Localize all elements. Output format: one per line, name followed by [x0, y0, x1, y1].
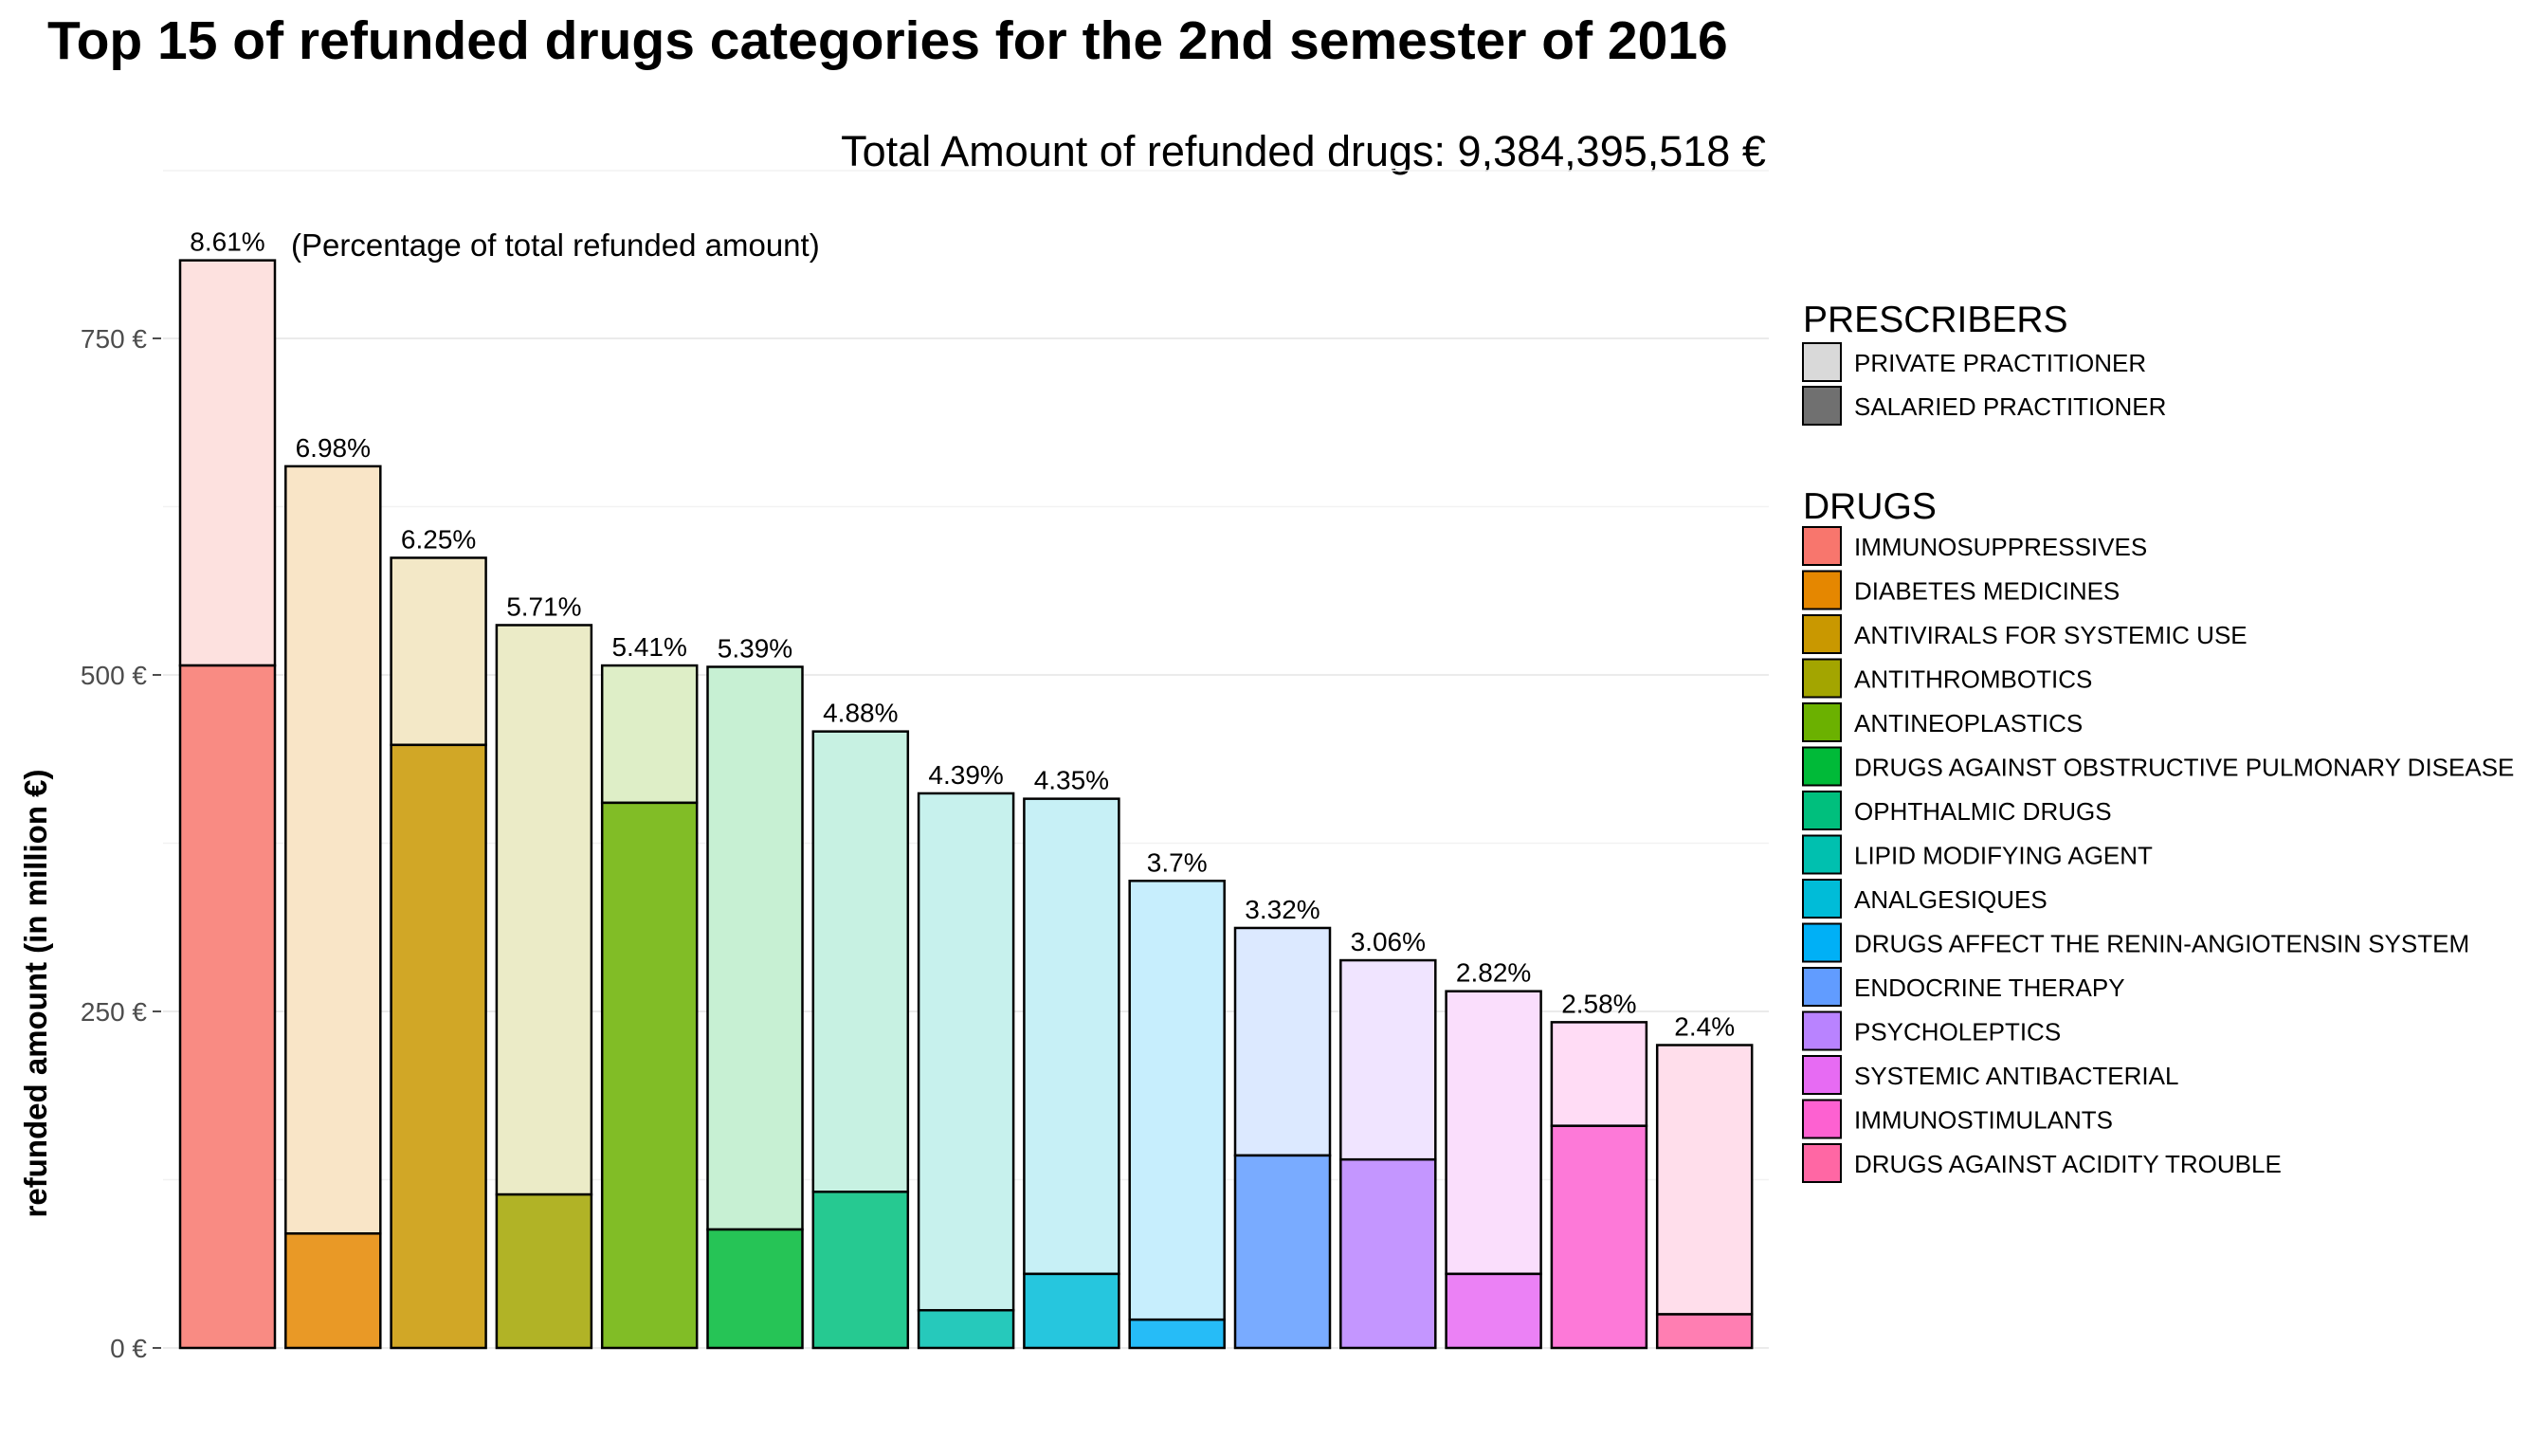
percent-label: 4.39% [928, 760, 1003, 790]
legend: PRESCRIBERS DRUGS PRIVATE PRACTITIONER SA… [1802, 300, 2514, 1183]
bar-salaried [495, 1192, 593, 1350]
bar-private [706, 665, 804, 1231]
legend-drugs: IMMUNOSUPPRESSIVES DIABETES MEDICINES ANTI… [1802, 526, 2514, 1183]
bar-private [1550, 1021, 1648, 1127]
percent-label: 3.32% [1245, 895, 1320, 924]
bar-salaried [284, 1232, 382, 1350]
percent-label: 5.41% [611, 632, 686, 662]
legend-swatch [1802, 834, 1842, 875]
percentage-annotation: (Percentage of total refunded amount) [291, 228, 820, 263]
bar-salaried [1445, 1272, 1542, 1350]
bar-salaried [1233, 1154, 1332, 1350]
y-axis-label: refunded amount (in million €) [18, 770, 53, 1218]
bar-salaried [1339, 1157, 1437, 1350]
legend-swatch [1802, 342, 1842, 382]
percent-label: 2.82% [1456, 958, 1531, 988]
legend-label: PRIVATE PRACTITIONER [1854, 349, 2146, 377]
bar-private [284, 464, 382, 1235]
legend-swatch [1802, 922, 1842, 963]
legend-label: ENDOCRINE THERAPY [1854, 974, 2125, 1002]
legend-label: OPHTHALMIC DRUGS [1854, 797, 2112, 826]
bar-private [178, 259, 277, 667]
chart-subtitle: Total Amount of refunded drugs: 9,384,39… [841, 127, 1766, 175]
percent-label: 8.61% [190, 228, 264, 257]
percent-label: 2.4% [1674, 1012, 1735, 1042]
percent-label: 4.35% [1034, 766, 1109, 795]
bar-private [1233, 926, 1332, 1157]
legend-swatch [1802, 1055, 1842, 1095]
percent-label: 5.39% [718, 633, 792, 663]
percent-label: 5.71% [506, 592, 581, 621]
y-axis: 0 € 250 € 500 € 750 € [81, 324, 161, 1363]
legend-swatch [1802, 1143, 1842, 1183]
bar-private [811, 730, 910, 1193]
legend-label: ANTINEOPLASTICS [1854, 709, 2083, 737]
legend-label: ANTIVIRALS FOR SYSTEMIC USE [1854, 621, 2248, 649]
bar-private [600, 664, 699, 805]
y-tick-label: 750 € [81, 324, 147, 354]
bar-private [1339, 958, 1437, 1161]
legend-swatch [1802, 386, 1842, 426]
bar-private [1128, 880, 1226, 1321]
bar-salaried [390, 743, 487, 1350]
legend-label: SALARIED PRACTITIONER [1854, 392, 2166, 421]
bar-salaried [706, 1228, 804, 1350]
legend-swatch [1802, 614, 1842, 654]
bar-salaried [1550, 1124, 1648, 1350]
bar-salaried [811, 1191, 910, 1350]
legend-swatch [1802, 702, 1842, 742]
percent-label: 2.58% [1561, 989, 1636, 1018]
bar-private [1655, 1044, 1754, 1316]
legend-drugs-title: DRUGS [1803, 486, 1937, 527]
legend-swatch [1802, 1099, 1842, 1139]
y-tick-label: 0 € [110, 1334, 147, 1363]
bar-private [1023, 797, 1120, 1276]
bar-salaried [917, 1308, 1015, 1350]
bar-salaried [600, 801, 699, 1350]
bar-private [1445, 990, 1542, 1276]
legend-label: PSYCHOLEPTICS [1854, 1018, 2061, 1046]
legend-swatch [1802, 570, 1842, 610]
legend-label: IMMUNOSTIMULANTS [1854, 1106, 2113, 1135]
legend-swatch [1802, 791, 1842, 830]
legend-label: DRUGS AGAINST OBSTRUCTIVE PULMONARY DISE… [1854, 754, 2514, 782]
percent-label: 4.88% [823, 699, 898, 728]
legend-label: LIPID MODIFYING AGENT [1854, 842, 2153, 870]
percent-label: 3.7% [1147, 847, 1208, 877]
legend-label: ANALGESIQUES [1854, 885, 2048, 914]
legend-swatch [1802, 746, 1842, 787]
bar-salaried [1023, 1272, 1120, 1350]
bar-private [495, 624, 593, 1196]
bar-salaried [1655, 1313, 1754, 1350]
legend-label: DRUGS AFFECT THE RENIN-ANGIOTENSIN SYSTE… [1854, 930, 2469, 958]
percent-label: 3.06% [1351, 927, 1426, 956]
legend-label: IMMUNOSUPPRESSIVES [1854, 533, 2147, 561]
legend-prescribers-title: PRESCRIBERS [1803, 300, 2068, 340]
percent-label: 6.25% [401, 524, 476, 554]
legend-prescribers: PRIVATE PRACTITIONER SALARIED PRACTITIONE… [1802, 342, 2166, 426]
legend-swatch [1802, 658, 1842, 699]
legend-swatch [1802, 1010, 1842, 1051]
percent-labels: 8.61% 6.98% 6.25% 5.71% 5.41% 5.39% 4.88% 4.39%… [190, 228, 1735, 1042]
legend-swatch [1802, 526, 1842, 566]
y-tick-label: 500 € [81, 661, 147, 690]
bar-private [917, 792, 1015, 1312]
chart-title: Top 15 of refunded drugs categories for … [47, 10, 1728, 71]
bar-salaried [178, 664, 277, 1350]
legend-label: SYSTEMIC ANTIBACTERIAL [1854, 1062, 2178, 1090]
legend-label: ANTITHROMBOTICS [1854, 665, 2092, 694]
y-tick-label: 250 € [81, 997, 147, 1027]
legend-swatch [1802, 967, 1842, 1007]
percent-label: 6.98% [296, 433, 371, 463]
legend-label: DRUGS AGAINST ACIDITY TROUBLE [1854, 1150, 2282, 1178]
legend-swatch [1802, 879, 1842, 919]
legend-label: DIABETES MEDICINES [1854, 577, 2120, 606]
bar-salaried [1128, 1318, 1226, 1350]
bar-private [390, 556, 487, 747]
bars [178, 259, 1754, 1350]
